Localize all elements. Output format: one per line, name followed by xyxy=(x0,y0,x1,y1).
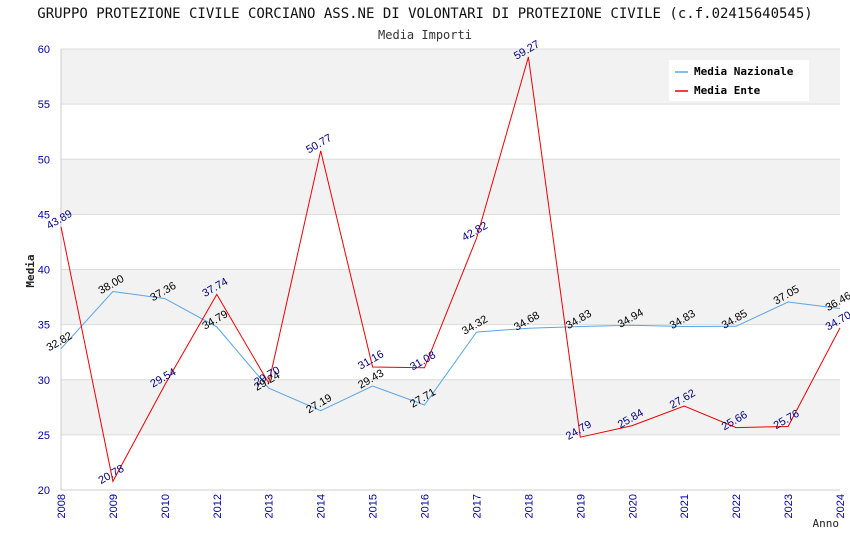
y-tick-label: 45 xyxy=(38,209,50,221)
y-tick-label: 35 xyxy=(38,320,50,332)
y-tick-label: 60 xyxy=(38,44,50,56)
y-tick-label: 40 xyxy=(38,265,50,277)
series-line-media-nazionale xyxy=(60,290,841,412)
x-tick-label: 2016 xyxy=(420,494,432,518)
legend: Media Nazionale Media Ente xyxy=(669,60,809,101)
y-tick-label: 25 xyxy=(38,430,50,442)
plot-band xyxy=(61,379,840,435)
plot-background-bands xyxy=(61,49,840,490)
x-axis-title: Anno xyxy=(813,517,840,530)
x-tick-label: 2019 xyxy=(575,494,587,518)
legend-label-media-nazionale: Media Nazionale xyxy=(694,65,794,78)
x-tick-label: 2018 xyxy=(523,494,535,518)
x-tick-label: 2012 xyxy=(212,494,224,518)
x-tick-label: 2021 xyxy=(679,494,691,518)
plot-band xyxy=(61,159,840,215)
x-tick-label: 2009 xyxy=(108,494,120,518)
y-tick-label: 30 xyxy=(38,375,50,387)
plot-frame xyxy=(60,49,840,491)
plot-band xyxy=(61,434,840,490)
x-axis-ticks: 2008 2009 2010 2012 2013 2014 2015 2016 2017 2018… xyxy=(56,494,847,518)
x-tick-label: 2020 xyxy=(627,494,639,518)
x-tick-label: 2017 xyxy=(471,494,483,518)
x-tick-label: 2013 xyxy=(264,494,276,518)
legend-box xyxy=(669,60,809,101)
x-tick-label: 2022 xyxy=(731,494,743,518)
plot-band xyxy=(61,104,840,160)
x-tick-label: 2014 xyxy=(316,494,328,518)
x-tick-label: 2024 xyxy=(835,494,847,518)
plot-band xyxy=(61,324,840,380)
series-line-media-ente xyxy=(60,56,841,483)
y-axis-title: Media xyxy=(24,254,37,287)
chart-title: GRUPPO PROTEZIONE CIVILE CORCIANO ASS.NE… xyxy=(37,6,812,22)
y-tick-label: 20 xyxy=(38,485,50,497)
y-axis-ticks: 20 25 30 35 40 45 50 55 60 xyxy=(38,44,50,497)
x-tick-label: 2023 xyxy=(783,494,795,518)
series-lines xyxy=(60,56,841,483)
x-tick-label: 2010 xyxy=(160,494,172,518)
chart-subtitle: Media Importi xyxy=(378,28,472,42)
plot-band xyxy=(61,269,840,325)
y-tick-label: 50 xyxy=(38,154,50,166)
legend-label-media-ente: Media Ente xyxy=(694,84,761,97)
x-tick-label: 2015 xyxy=(368,494,380,518)
x-tick-label: 2008 xyxy=(56,494,68,518)
y-tick-label: 55 xyxy=(38,99,50,111)
plot-band xyxy=(61,214,840,270)
